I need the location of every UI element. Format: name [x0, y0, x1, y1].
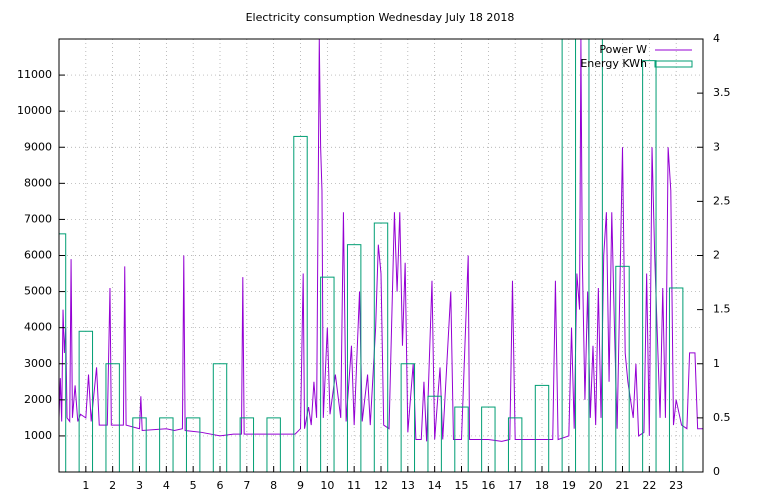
x-tick-label: 9 — [297, 479, 304, 492]
energy-box — [266, 417, 281, 472]
x-tick-label: 18 — [535, 479, 549, 492]
legend-label: Power W — [599, 43, 647, 56]
energy-box — [588, 39, 603, 472]
x-tick-label: 5 — [190, 479, 197, 492]
x-tick-label: 2 — [109, 479, 116, 492]
y-tick-label: 1000 — [24, 429, 52, 442]
legend-label: Energy KWh — [580, 57, 647, 70]
y2-tick-label: 3 — [713, 140, 720, 153]
energy-box — [212, 363, 228, 472]
y2-tick-label: 2 — [713, 249, 720, 262]
x-tick-label: 19 — [562, 479, 576, 492]
plot-area — [59, 39, 703, 472]
y2-tick-label: 4 — [713, 32, 720, 45]
power-line — [59, 39, 703, 442]
y2-tick-label: 2.5 — [713, 194, 731, 207]
energy-box — [185, 417, 201, 472]
energy-box — [427, 395, 442, 472]
energy-box — [132, 417, 147, 472]
legend-swatch — [654, 60, 693, 68]
x-tick-label: 3 — [136, 479, 143, 492]
energy-box — [239, 417, 255, 472]
energy-box — [561, 39, 577, 472]
x-tick-label: 4 — [163, 479, 170, 492]
energy-box — [400, 363, 416, 472]
x-tick-label: 11 — [347, 479, 361, 492]
y-tick-label: 5000 — [24, 285, 52, 298]
energy-box — [320, 276, 335, 472]
energy-box — [78, 330, 94, 472]
x-tick-label: 23 — [669, 479, 683, 492]
x-tick-label: 20 — [589, 479, 603, 492]
x-tick-label: 16 — [481, 479, 495, 492]
y-tick-label: 4000 — [24, 321, 52, 334]
x-tick-label: 12 — [374, 479, 388, 492]
x-tick-label: 17 — [508, 479, 522, 492]
x-tick-label: 13 — [401, 479, 415, 492]
grid — [59, 39, 703, 472]
y-tick-label: 6000 — [24, 249, 52, 262]
y2-tick-label: 3.5 — [713, 86, 731, 99]
x-tick-label: 14 — [428, 479, 442, 492]
y2-tick-label: 1 — [713, 357, 720, 370]
energy-box — [105, 363, 120, 472]
energy-box — [615, 265, 630, 472]
x-tick-label: 1 — [82, 479, 89, 492]
energy-box — [159, 417, 174, 472]
x-tick-label: 21 — [616, 479, 630, 492]
y-tick-label: 2000 — [24, 393, 52, 406]
x-tick-label: 6 — [217, 479, 224, 492]
energy-box — [668, 287, 684, 472]
x-tick-label: 22 — [642, 479, 656, 492]
y-tick-label: 9000 — [24, 140, 52, 153]
y-tick-label: 10000 — [17, 104, 52, 117]
energy-box — [373, 222, 389, 472]
x-tick-label: 7 — [243, 479, 250, 492]
energy-box — [293, 135, 308, 472]
x-tick-label: 10 — [320, 479, 334, 492]
y-tick-label: 8000 — [24, 176, 52, 189]
axes: 1000200030004000500060007000800090001000… — [17, 32, 731, 492]
y-tick-label: 7000 — [24, 212, 52, 225]
x-tick-label: 8 — [270, 479, 277, 492]
y-tick-label: 11000 — [17, 68, 52, 81]
energy-box — [507, 417, 523, 472]
y2-tick-label: 0.5 — [713, 411, 731, 424]
energy-box — [642, 60, 657, 472]
energy-box — [346, 244, 362, 472]
y-tick-label: 3000 — [24, 357, 52, 370]
y2-tick-label: 0 — [713, 465, 720, 478]
y2-tick-label: 1.5 — [713, 303, 731, 316]
x-tick-label: 15 — [455, 479, 469, 492]
chart-title: Electricity consumption Wednesday July 1… — [246, 11, 515, 24]
